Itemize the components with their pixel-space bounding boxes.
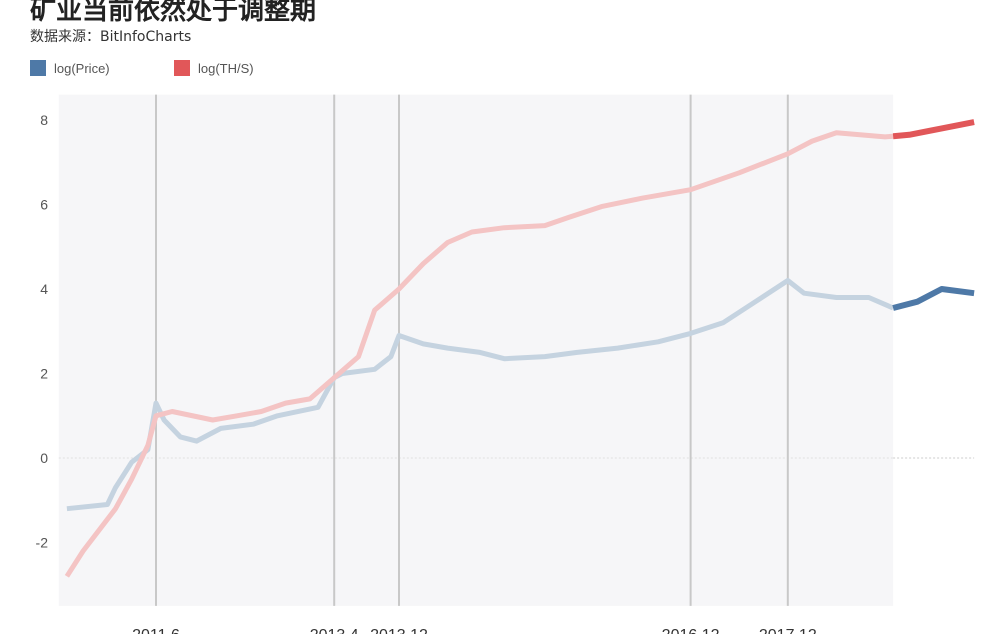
legend-item-hashrate: log(TH/S) xyxy=(174,60,254,76)
chart-title: 矿业当前依然处于调整期 xyxy=(30,0,317,26)
series-highlight-line-0 xyxy=(892,286,975,311)
legend-swatch-price xyxy=(30,60,46,76)
x-tick-label: 2016.12 xyxy=(662,627,720,634)
legend-label-hashrate: log(TH/S) xyxy=(198,60,254,76)
x-tick-label: 2011.6 xyxy=(132,627,180,634)
x-tick-label: 2017.12 xyxy=(759,627,817,634)
y-tick-label: 8 xyxy=(40,112,48,128)
legend-label-price: log(Price) xyxy=(54,60,110,76)
series-line-0 xyxy=(66,278,895,512)
y-tick-label: -2 xyxy=(36,535,49,551)
legend-item-price: log(Price) xyxy=(30,60,110,76)
x-tick-label: 2013.4 xyxy=(310,627,359,634)
y-tick-label: 0 xyxy=(40,450,48,466)
y-tick-label: 2 xyxy=(40,366,48,382)
series-line-1 xyxy=(64,130,894,578)
legend-swatch-hashrate xyxy=(174,60,190,76)
chart-subtitle: 数据来源：BitInfoCharts xyxy=(30,29,192,45)
y-tick-label: 4 xyxy=(40,281,48,297)
y-tick-label: 6 xyxy=(40,197,48,213)
series-highlight-line-1 xyxy=(892,119,975,140)
x-tick-label: 2013.12 xyxy=(370,627,428,634)
